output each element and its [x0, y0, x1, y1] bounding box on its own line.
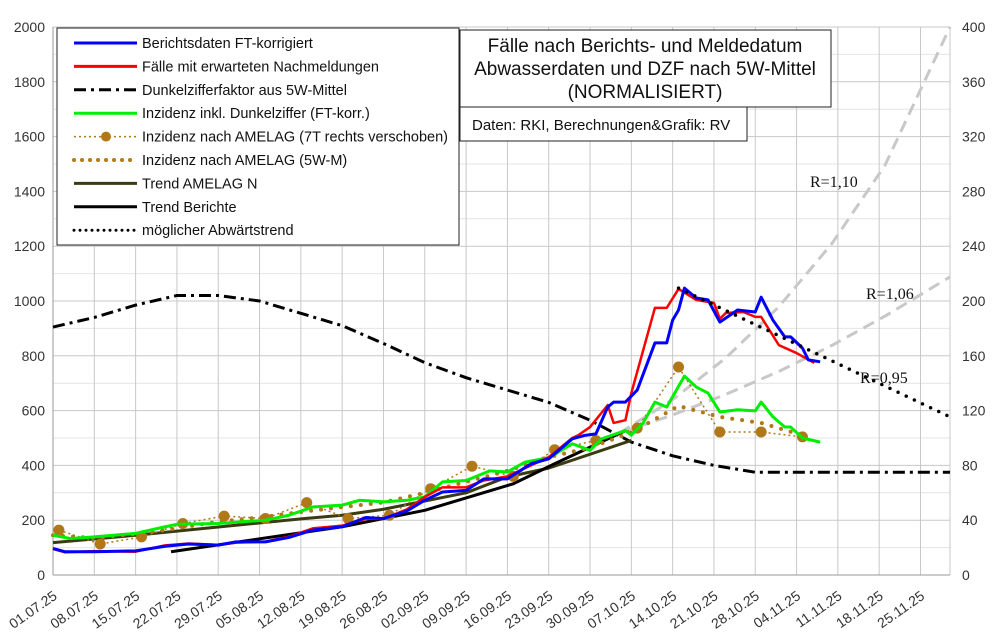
legend-label: Inzidenz nach AMELAG (5W-M) [142, 153, 347, 169]
data-point [53, 524, 65, 536]
y-left-tick-label: 600 [22, 403, 46, 419]
legend-label: Inzidenz nach AMELAG (7T rechts verschob… [142, 130, 448, 146]
data-point [301, 497, 313, 509]
scenario-line-r-1-06 [619, 275, 951, 435]
series-line-berichtsdaten-ft-korrigiert [52, 286, 821, 554]
y-right-tick-label: 400 [962, 19, 986, 35]
y-left-tick-label: 0 [37, 567, 45, 583]
y-left-tick-label: 1800 [14, 74, 45, 90]
series-line-m-glicher-abw-rtstrend [676, 286, 952, 419]
data-point [94, 538, 106, 550]
series-layer [51, 26, 952, 554]
y-right-tick-label: 280 [962, 183, 986, 199]
y-left-tick-label: 200 [22, 512, 46, 528]
y-left-tick-label: 1600 [14, 129, 45, 145]
data-point [755, 426, 767, 438]
legend-label: Trend AMELAG N [142, 176, 258, 192]
y-right-tick-label: 360 [962, 74, 986, 90]
y-left-tick-label: 400 [22, 457, 46, 473]
chart-title-line-2: Abwasserdaten und DZF nach 5W-Mittel [474, 59, 816, 80]
legend-label: Trend Berichte [142, 200, 237, 216]
legend-marker [101, 131, 111, 142]
y-right-tick-label: 120 [962, 403, 986, 419]
y-right-tick-label: 320 [962, 129, 986, 145]
chart-title-line-3: (NORMALISIERT) [568, 82, 723, 103]
legend-label: Dunkelzifferfaktor aus 5W-Mittel [142, 83, 347, 99]
y-right-tick-label: 80 [962, 457, 978, 473]
title-box: Fälle nach Berichts- und Meldedatum Abwa… [459, 29, 832, 142]
y-left-tick-label: 1200 [14, 238, 45, 254]
data-point [714, 426, 726, 438]
x-tick-label: 25.11.25 [874, 587, 927, 629]
legend-label: Inzidenz inkl. Dunkelziffer (FT-korr.) [142, 106, 370, 122]
scenario-label: R=0,95 [860, 370, 908, 387]
data-point [342, 513, 354, 525]
legend-label: möglicher Abwärtstrend [142, 223, 294, 239]
legend-label: Fälle mit erwarteten Nachmeldungen [142, 59, 379, 75]
series-line-inzidenz-nach-amelag-7t-rechts-verschoben [58, 366, 803, 545]
data-point [466, 460, 478, 472]
series-line-inzidenz-inkl-dunkelziffer-ft-korr [52, 374, 821, 541]
scenario-label: R=1,10 [810, 174, 858, 191]
chart-source: Daten: RKI, Berechnungen&Grafik: RV [472, 117, 730, 134]
legend-label: Berichtsdaten FT-korrigiert [142, 36, 313, 52]
legend: Berichtsdaten FT-korrigiert Fälle mit erw… [56, 27, 460, 246]
data-point [218, 510, 230, 522]
data-point [673, 361, 685, 373]
series-line-inzidenz-nach-amelag-5w-m [51, 403, 805, 541]
y-right-tick-label: 200 [962, 293, 986, 309]
y-left-tick-label: 800 [22, 348, 46, 364]
y-right-tick-label: 40 [962, 512, 978, 528]
scenario-label: R=1,06 [866, 286, 914, 303]
scenario-labels: R=1,10 R=1,06 R=0,95 [810, 174, 914, 387]
series-line-trend-amelag-n [52, 439, 632, 545]
y-right-tick-label: 160 [962, 348, 986, 364]
y-left-tick-label: 1400 [14, 183, 45, 199]
chart-title-line-1: Fälle nach Berichts- und Meldedatum [488, 36, 803, 57]
series-line-dunkelzifferfaktor-aus-5w-mittel [52, 294, 950, 474]
y-left-tick-label: 2000 [14, 19, 45, 35]
y-right-tick-label: 240 [962, 238, 986, 254]
y-right-tick-label: 0 [962, 567, 970, 583]
y-left-tick-label: 1000 [14, 293, 45, 309]
